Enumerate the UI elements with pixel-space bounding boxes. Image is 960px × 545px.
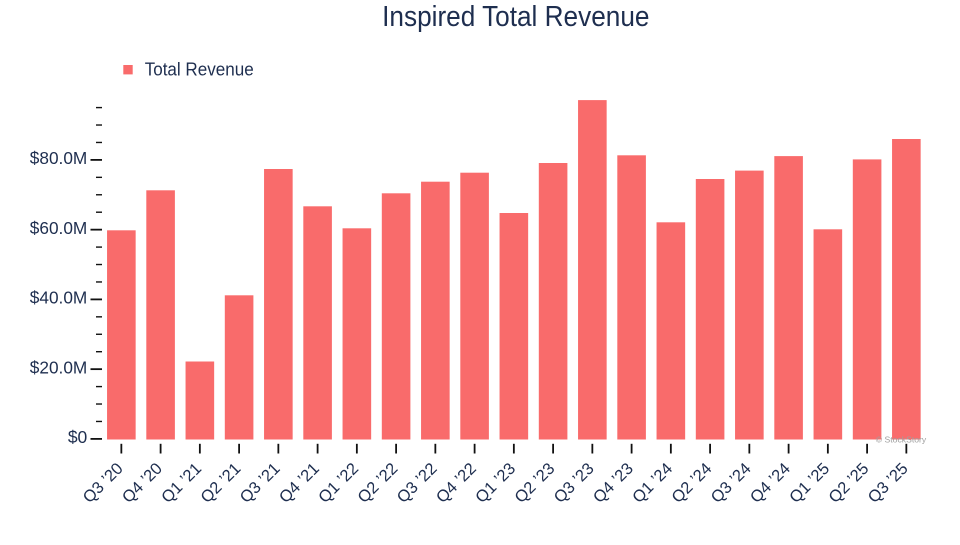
svg-text:Total Revenue: Total Revenue bbox=[145, 58, 254, 79]
svg-text:$0: $0 bbox=[68, 427, 88, 447]
svg-text:$80.0M: $80.0M bbox=[30, 148, 88, 168]
svg-text:© StockStory: © StockStory bbox=[876, 434, 927, 444]
svg-text:Inspired Total Revenue: Inspired Total Revenue bbox=[382, 1, 649, 33]
svg-text:$20.0M: $20.0M bbox=[30, 357, 88, 377]
svg-text:$60.0M: $60.0M bbox=[30, 218, 88, 238]
svg-text:$40.0M: $40.0M bbox=[30, 288, 88, 308]
